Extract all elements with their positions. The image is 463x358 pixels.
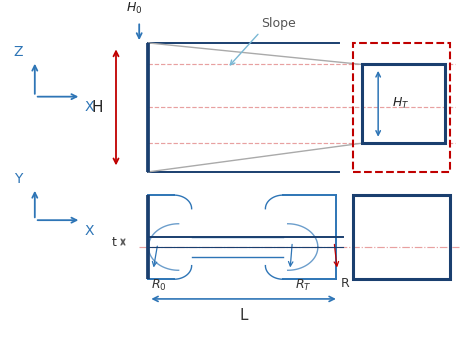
Text: X: X: [84, 100, 94, 115]
Text: $H_0$: $H_0$: [126, 1, 143, 16]
Text: $H_T$: $H_T$: [391, 96, 408, 111]
Text: L: L: [239, 308, 247, 323]
Text: t: t: [111, 236, 116, 248]
Text: R: R: [340, 277, 348, 290]
Text: X: X: [84, 224, 94, 238]
Text: Slope: Slope: [261, 17, 295, 30]
Text: $R_T$: $R_T$: [294, 277, 311, 292]
Bar: [352, 195, 449, 279]
Bar: [361, 64, 444, 143]
Text: Z: Z: [14, 45, 23, 59]
Bar: [352, 43, 449, 172]
Text: Y: Y: [14, 172, 23, 186]
Text: $R_0$: $R_0$: [151, 277, 167, 292]
Text: H: H: [92, 100, 103, 115]
